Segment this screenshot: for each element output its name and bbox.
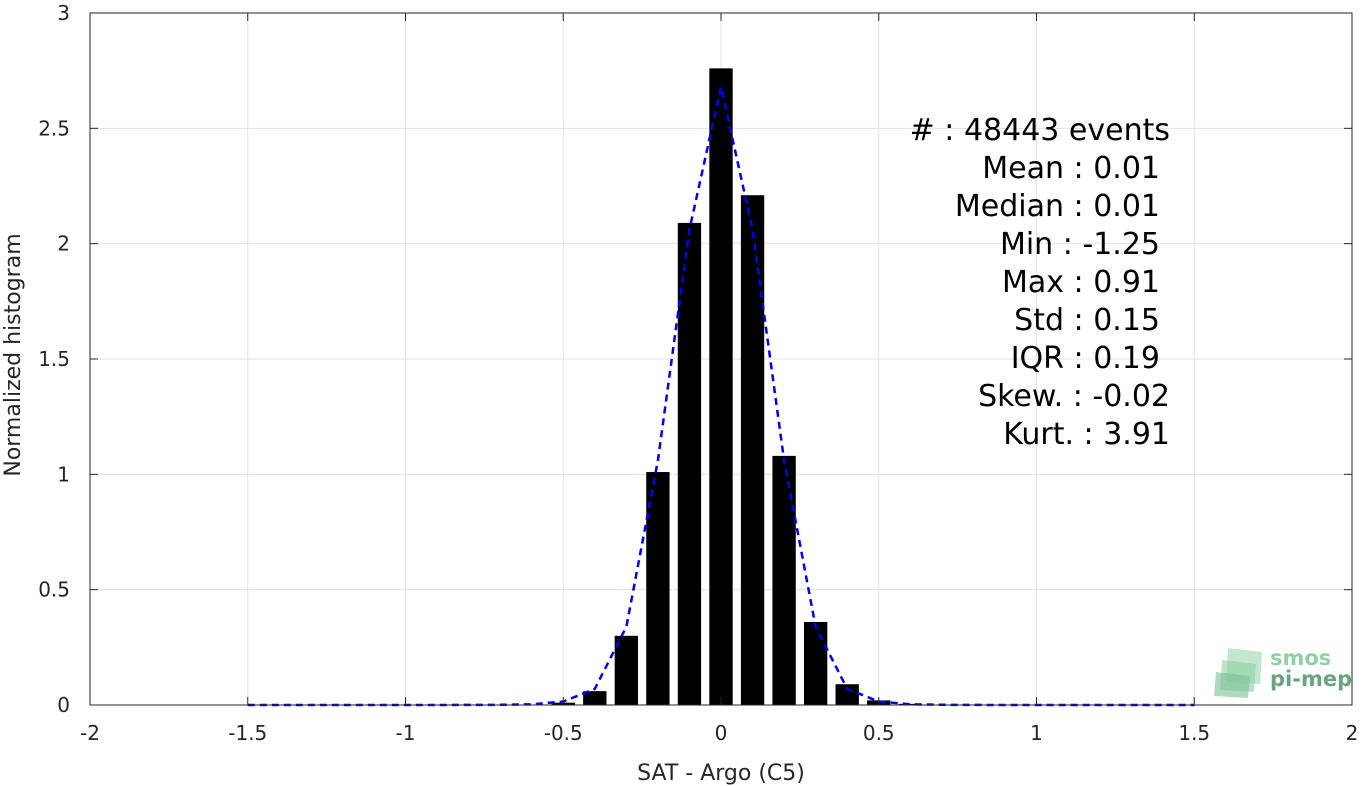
- histogram-bar: [646, 472, 670, 705]
- x-tick-label: -1.5: [228, 721, 267, 745]
- y-tick-label: 2: [57, 232, 70, 256]
- x-tick-label: -1: [396, 721, 416, 745]
- stat-line: Mean : 0.01: [982, 151, 1160, 186]
- histogram-bar: [740, 195, 765, 705]
- stat-line: Median : 0.01: [955, 189, 1160, 224]
- logo-text-pimep: pi-mep: [1270, 667, 1352, 691]
- x-tick-label: 0: [715, 721, 728, 745]
- x-tick-label: -0.5: [544, 721, 583, 745]
- stat-line: Skew. : -0.02: [978, 379, 1170, 414]
- stat-line: Kurt. : 3.91: [1003, 417, 1170, 452]
- y-axis-ticks: 0 0.5 1 1.5 2 2.5 3: [38, 1, 1352, 717]
- x-axis-label: SAT - Argo (C5): [637, 761, 805, 786]
- y-axis-label: Normalized histogram: [1, 233, 26, 476]
- x-tick-label: 1: [1030, 721, 1043, 745]
- logo-text-smos: smos: [1270, 646, 1331, 670]
- histogram-bar: [709, 68, 733, 706]
- histogram-bar: [677, 222, 702, 705]
- x-tick-label: -2: [80, 721, 100, 745]
- histogram-bars: [393, 68, 1017, 706]
- stat-line: # : 48443 events: [910, 113, 1170, 148]
- logo-mark-icon: [1214, 648, 1262, 698]
- stat-line: Min : -1.25: [1000, 227, 1160, 262]
- histogram-bar: [835, 684, 859, 705]
- y-tick-label: 2.5: [38, 116, 70, 140]
- histogram-bar: [898, 703, 922, 705]
- stat-line: Max : 0.91: [1002, 265, 1160, 300]
- histogram-bar: [803, 621, 828, 705]
- histogram-bar: [583, 691, 607, 705]
- stat-line: Std : 0.15: [1014, 303, 1160, 338]
- smos-pimep-logo: smos pi-mep: [1214, 646, 1352, 698]
- x-axis-ticks: -2 -1.5 -1 -0.5 0 0.5 1 1.5 2: [80, 13, 1358, 745]
- stat-line: IQR : 0.19: [1011, 341, 1160, 376]
- y-tick-label: 1: [57, 462, 70, 486]
- histogram-bar: [614, 635, 639, 705]
- x-tick-label: 1.5: [1178, 721, 1210, 745]
- x-tick-label: 2: [1346, 721, 1359, 745]
- histogram-bar: [772, 455, 796, 705]
- x-tick-label: 0.5: [863, 721, 895, 745]
- y-tick-label: 0: [57, 693, 70, 717]
- y-tick-label: 3: [57, 1, 70, 25]
- y-tick-label: 0.5: [38, 578, 70, 602]
- y-tick-label: 1.5: [38, 347, 70, 371]
